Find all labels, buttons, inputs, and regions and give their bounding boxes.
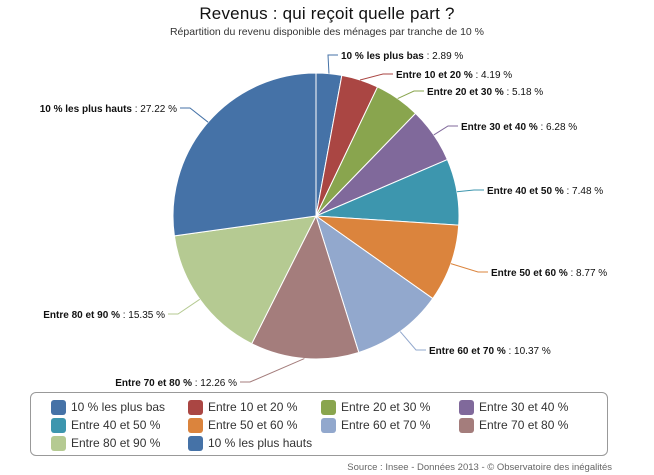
slice-label-name: Entre 70 et 80 % [115, 378, 192, 389]
legend-label: Entre 70 et 80 % [479, 418, 569, 432]
legend-item[interactable]: Entre 40 et 50 % [51, 417, 160, 433]
slice-label-value: : 2.89 % [424, 51, 464, 62]
slice-connector [180, 107, 209, 123]
legend-label: Entre 60 et 70 % [341, 418, 431, 432]
slice-label-name: Entre 60 et 70 % [429, 346, 506, 357]
slice-label-value: : 6.28 % [538, 122, 578, 133]
slice-connector [456, 189, 484, 193]
legend-item[interactable]: 10 % les plus bas [51, 399, 165, 415]
legend-item[interactable]: 10 % les plus hauts [188, 435, 312, 451]
legend-item[interactable]: Entre 80 et 90 % [51, 435, 160, 451]
legend-item[interactable]: Entre 30 et 40 % [459, 399, 568, 415]
legend-swatch [321, 399, 336, 415]
slice-label-value: : 5.18 % [504, 87, 544, 98]
slice-data-label: 10 % les plus bas : 2.89 % [341, 51, 463, 62]
slice-label-name: 10 % les plus bas [341, 51, 424, 62]
legend-swatch [321, 417, 336, 433]
slice-connector [397, 90, 424, 100]
legend-label: 10 % les plus bas [71, 400, 166, 414]
slice-connector [359, 73, 393, 81]
slice-connector [399, 331, 426, 351]
source-note: Source : Insee - Données 2013 - © Observ… [347, 462, 612, 473]
chart-title: Revenus : qui reçoit quelle part ? [199, 4, 455, 23]
legend-swatch [188, 435, 203, 451]
legend-label: Entre 20 et 30 % [341, 400, 431, 414]
slice-label-name: Entre 40 et 50 % [487, 186, 564, 197]
legend: 10 % les plus bas Entre 10 et 20 % Entre 2… [30, 392, 608, 456]
slice-data-label: Entre 40 et 50 % : 7.48 % [487, 186, 603, 197]
slice-connector [450, 263, 488, 273]
slice-label-value: : 4.19 % [473, 70, 513, 81]
slice-data-label: Entre 70 et 80 % : 12.26 % [115, 378, 237, 389]
slice-data-label: Entre 30 et 40 % : 6.28 % [461, 122, 577, 133]
legend-label: Entre 80 et 90 % [71, 436, 161, 450]
legend-label: 10 % les plus hauts [208, 436, 313, 450]
legend-label: Entre 50 et 60 % [208, 418, 298, 432]
slice-label-value: : 27.22 % [132, 104, 177, 115]
legend-swatch [51, 417, 66, 433]
pie-slice[interactable] [251, 214, 360, 360]
legend-swatch [51, 435, 66, 451]
slice-data-label: 10 % les plus hauts : 27.22 % [40, 104, 177, 115]
slice-label-name: Entre 30 et 40 % [461, 122, 538, 133]
legend-item[interactable]: Entre 70 et 80 % [459, 417, 568, 433]
chart-subtitle: Répartition du revenu disponible des mén… [169, 26, 485, 38]
legend-label: Entre 40 et 50 % [71, 418, 161, 432]
slice-data-label: Entre 50 et 60 % : 8.77 % [491, 268, 607, 279]
pie-slice[interactable] [315, 214, 434, 354]
slice-label-name: Entre 10 et 20 % [396, 70, 473, 81]
slice-label-name: Entre 50 et 60 % [491, 268, 568, 279]
slice-label-value: : 15.35 % [120, 310, 165, 321]
slice-label-value: : 12.26 % [192, 378, 237, 389]
slice-label-name: Entre 80 et 90 % [43, 310, 120, 321]
legend-item[interactable]: Entre 20 et 30 % [321, 399, 430, 415]
legend-item[interactable]: Entre 50 et 60 % [188, 417, 297, 433]
slice-connector [327, 54, 338, 74]
legend-swatch [51, 399, 66, 415]
legend-item[interactable]: Entre 10 et 20 % [188, 399, 297, 415]
slice-connector [168, 298, 201, 315]
legend-swatch [188, 399, 203, 415]
slice-connector [240, 358, 305, 383]
legend-label: Entre 30 et 40 % [479, 400, 569, 414]
slice-label-value: : 7.48 % [564, 186, 604, 197]
legend-swatch [459, 417, 474, 433]
legend-swatch [459, 399, 474, 415]
slice-label-name: Entre 20 et 30 % [427, 87, 504, 98]
legend-item[interactable]: Entre 60 et 70 % [321, 417, 430, 433]
legend-swatch [188, 417, 203, 433]
pie-chart: 10 % les plus bas : 2.89 % Entre 10 et 20… [40, 51, 608, 389]
slice-data-label: Entre 20 et 30 % : 5.18 % [427, 87, 543, 98]
slice-data-label: Entre 10 et 20 % : 4.19 % [396, 70, 512, 81]
pie-slice[interactable] [173, 215, 317, 345]
legend-label: Entre 10 et 20 % [208, 400, 298, 414]
slice-label-value: : 10.37 % [506, 346, 551, 357]
slice-label-value: : 8.77 % [568, 268, 608, 279]
slice-data-label: Entre 80 et 90 % : 15.35 % [43, 310, 165, 321]
slice-connector [433, 125, 458, 136]
pie-slice[interactable] [172, 72, 317, 237]
slice-label-name: 10 % les plus hauts [40, 104, 133, 115]
slice-data-label: Entre 60 et 70 % : 10.37 % [429, 346, 551, 357]
